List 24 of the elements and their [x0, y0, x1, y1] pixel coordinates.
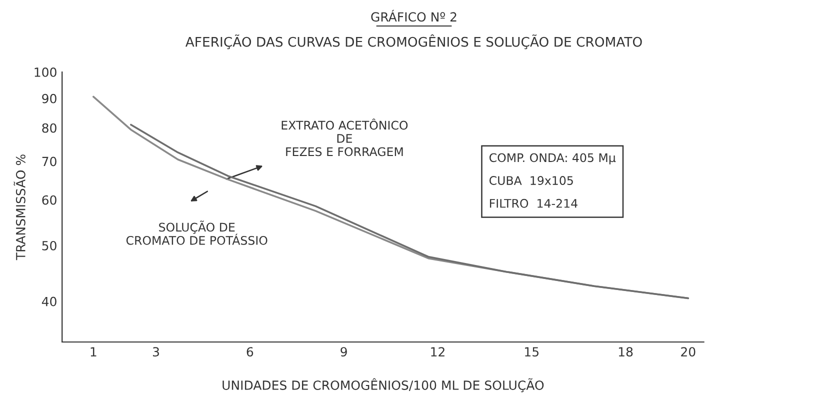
y-tick-label: 100 [34, 67, 56, 77]
annotation: COMP. ONDA: 405 Mμ [489, 153, 616, 164]
x-tick-label: 1 [90, 347, 96, 356]
x-tick-label: 20 [681, 347, 696, 357]
x-tick-label: 3 [152, 347, 159, 357]
x-tick-label: 12 [431, 347, 444, 356]
chart-subtitle: AFERIÇÃO DAS CURVAS DE CROMOGÊNIOS E SOLUÇÃO DE CROMATO [185, 34, 642, 50]
y-tick-label: 80 [42, 123, 56, 133]
y-tick-label: 40 [42, 296, 56, 306]
y-tick-label: 90 [42, 94, 56, 104]
y-axis-title: TRANSMISSÃO % [14, 154, 26, 260]
x-tick-label: 9 [340, 347, 347, 357]
x-tick-label: 15 [525, 347, 538, 357]
annotation: FILTRO 14-214 [490, 198, 578, 208]
chart-title: GRÁFICO Nº 2 [371, 10, 456, 22]
y-tick-label: 70 [42, 156, 56, 166]
annotation: EXTRATO ACETÔNICO DE FEZES E FORRAGEM [282, 118, 408, 156]
annotation: CUBA 19x105 [489, 176, 573, 185]
y-tick-label: 60 [42, 195, 56, 205]
y-tick-label: 50 [42, 240, 56, 250]
x-axis-title: UNIDADES DE CROMOGÊNIOS/100 ML DE SOLUÇÃO [222, 378, 544, 392]
annotation: SOLUÇÃO DE CROMATO DE POTÁSSIO [126, 220, 268, 245]
x-tick-label: 6 [246, 347, 254, 357]
x-tick-label: 18 [618, 347, 633, 357]
